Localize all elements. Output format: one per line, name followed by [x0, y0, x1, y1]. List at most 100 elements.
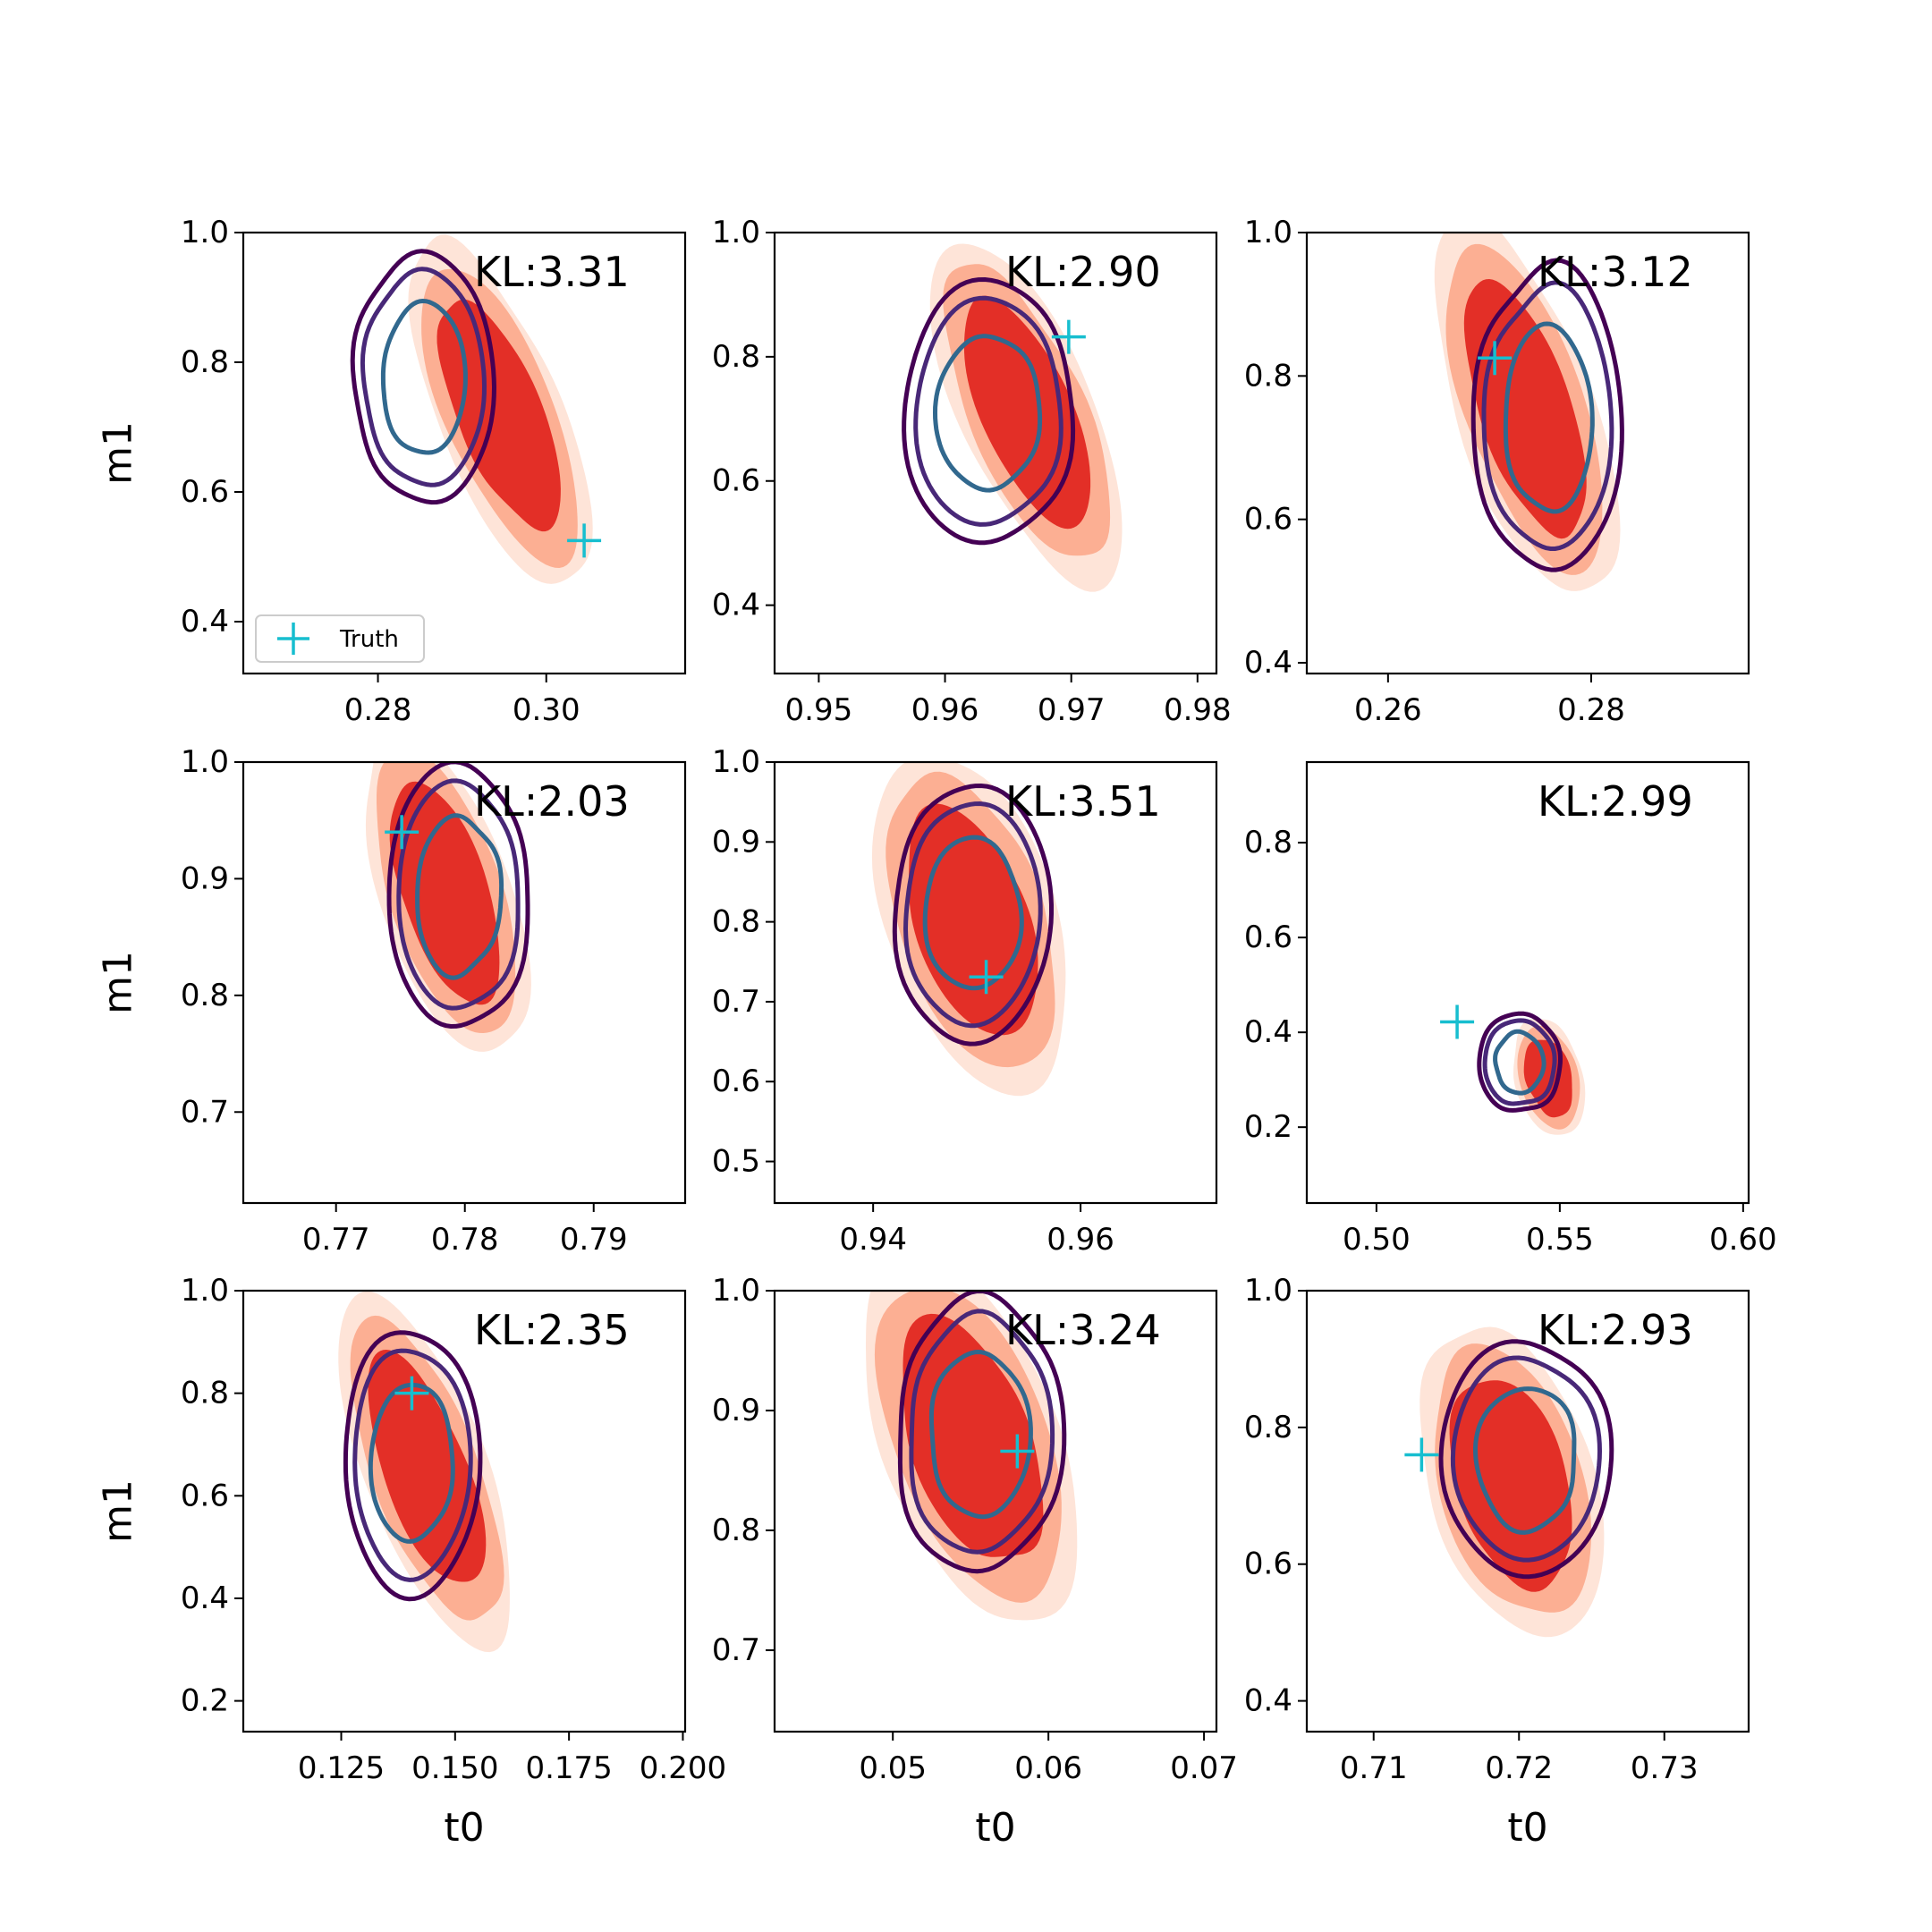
y-tick-label: 1.0	[712, 215, 760, 250]
prior-contour-inner	[1503, 321, 1595, 514]
y-tick-label: 0.9	[181, 860, 229, 896]
prior-contour-middle	[1482, 1018, 1557, 1106]
prior-contour-outer	[350, 249, 496, 505]
panel-plot-area	[365, 762, 531, 1052]
truth-marker	[1051, 319, 1086, 354]
y-tick-label: 0.8	[181, 1376, 229, 1411]
panel-6: 0.50 0.55 0.60 0.2 0.4 0.6 0.8 KL:2.99	[1244, 760, 1777, 1258]
x-tick-label: 0.79	[560, 1222, 628, 1258]
prior-contour-middle	[913, 295, 1063, 527]
prior-contour-inner	[928, 1350, 1033, 1520]
panel-8: 0.05 0.06 0.07 0.7 0.8 0.9 1.0 KL:3.24 t0	[712, 1273, 1238, 1851]
kl-annotation: KL:2.03	[474, 777, 630, 826]
x-tick-label: 0.30	[513, 692, 580, 728]
panel-plot-area	[902, 243, 1123, 592]
panel-plot-area	[1434, 233, 1624, 591]
y-tick-label: 0.6	[1244, 502, 1292, 538]
x-tick-label: 0.98	[1164, 692, 1232, 728]
panel-plot-area	[866, 1291, 1078, 1621]
panel-plot-area	[871, 762, 1066, 1097]
posterior-density-level-3	[389, 781, 500, 1005]
prior-contour-middle	[352, 1348, 473, 1582]
y-tick-label: 0.6	[712, 1063, 760, 1099]
y-tick-label: 0.6	[181, 474, 229, 510]
y-tick-label: 1.0	[712, 744, 760, 780]
y-axis-label: m1	[96, 951, 141, 1014]
x-tick-label: 0.96	[911, 692, 979, 728]
posterior-density-level-3	[902, 1313, 1044, 1557]
truth-marker	[1404, 1437, 1439, 1472]
panel-plot-area	[350, 234, 602, 584]
y-tick-label: 1.0	[1244, 215, 1292, 250]
panel-plot-area	[1440, 1004, 1586, 1135]
prior-contour-inner	[922, 835, 1024, 991]
posterior-density-level-3	[1449, 1380, 1572, 1592]
y-tick-label: 0.4	[1244, 1683, 1292, 1719]
y-axis-label: m1	[96, 1479, 141, 1543]
prior-contour-inner	[380, 299, 468, 455]
y-tick-label: 0.8	[181, 344, 229, 380]
prior-contour-outer	[897, 1291, 1067, 1574]
kl-annotation: KL:2.99	[1538, 777, 1693, 826]
x-tick-label: 0.77	[302, 1222, 370, 1258]
x-tick-label: 0.07	[1170, 1750, 1238, 1786]
x-tick-label: 0.50	[1343, 1222, 1411, 1258]
y-tick-label: 0.8	[712, 1513, 760, 1548]
prior-contour-inner	[933, 334, 1043, 493]
prior-contour-outer	[386, 762, 530, 1029]
x-tick-label: 0.71	[1340, 1750, 1408, 1786]
prior-contour-inner	[368, 1382, 455, 1544]
legend-box	[255, 614, 425, 663]
x-tick-label: 0.96	[1046, 1222, 1114, 1258]
legend-label: Truth	[339, 626, 399, 653]
prior-contour-outer	[1470, 258, 1624, 572]
kl-annotation: KL:3.12	[1538, 248, 1693, 296]
x-tick-label: 0.28	[344, 692, 412, 728]
prior-contour-middle	[1481, 280, 1614, 551]
y-tick-label: 0.2	[181, 1683, 229, 1719]
axes-frame	[242, 231, 687, 675]
truth-marker	[385, 815, 419, 850]
y-tick-label: 0.8	[1244, 1410, 1292, 1445]
y-tick-label: 1.0	[181, 1273, 229, 1309]
x-tick-label: 0.150	[411, 1750, 498, 1786]
prior-contour-outer	[1477, 1011, 1563, 1113]
panel-2: 0.95 0.96 0.97 0.98 0.4 0.6 0.8 1.0 KL:2.90	[712, 215, 1232, 728]
y-tick-label: 0.9	[712, 824, 760, 860]
y-tick-label: 1.0	[181, 744, 229, 780]
x-tick-label: 0.78	[431, 1222, 499, 1258]
prior-contour-middle	[396, 778, 521, 1011]
y-tick-label: 0.8	[1244, 358, 1292, 394]
axes-frame	[242, 1289, 687, 1733]
y-axis-label: m1	[96, 421, 141, 485]
panel-3: 0.26 0.28 0.4 0.6 0.8 1.0 KL:3.12	[1244, 215, 1750, 728]
y-tick-label: 0.4	[1244, 645, 1292, 681]
prior-contour-outer	[902, 277, 1076, 546]
axes-frame	[1305, 231, 1750, 675]
y-tick-label: 0.7	[181, 1094, 229, 1130]
posterior-density-level-3	[963, 295, 1091, 530]
x-tick-label: 0.05	[859, 1750, 927, 1786]
truth-marker	[969, 960, 1004, 995]
prior-contour-middle	[909, 1309, 1055, 1555]
panel-7: 0.125 0.150 0.175 0.200 0.2 0.4 0.6 0.8 1.0 KL:2.…	[96, 1273, 727, 1851]
x-tick-label: 0.175	[525, 1750, 612, 1786]
kl-annotation: KL:2.35	[474, 1306, 630, 1354]
x-tick-label: 0.200	[640, 1750, 726, 1786]
x-tick-label: 0.28	[1557, 692, 1625, 728]
y-tick-label: 0.4	[1244, 1014, 1292, 1050]
x-tick-label: 0.95	[785, 692, 853, 728]
posterior-density-level-3	[436, 299, 561, 532]
y-tick-label: 0.8	[712, 904, 760, 940]
kl-annotation: KL:2.93	[1538, 1306, 1693, 1354]
panel-plot-area	[1404, 1326, 1614, 1638]
truth-marker	[1000, 1434, 1035, 1469]
y-tick-label: 1.0	[712, 1273, 760, 1309]
prior-contour-middle	[360, 267, 487, 487]
x-tick-label: 0.26	[1354, 692, 1422, 728]
kl-annotation: KL:3.24	[1005, 1306, 1161, 1354]
y-tick-label: 0.6	[1244, 919, 1292, 955]
y-tick-label: 0.9	[712, 1393, 760, 1428]
y-tick-label: 0.4	[181, 1580, 229, 1616]
